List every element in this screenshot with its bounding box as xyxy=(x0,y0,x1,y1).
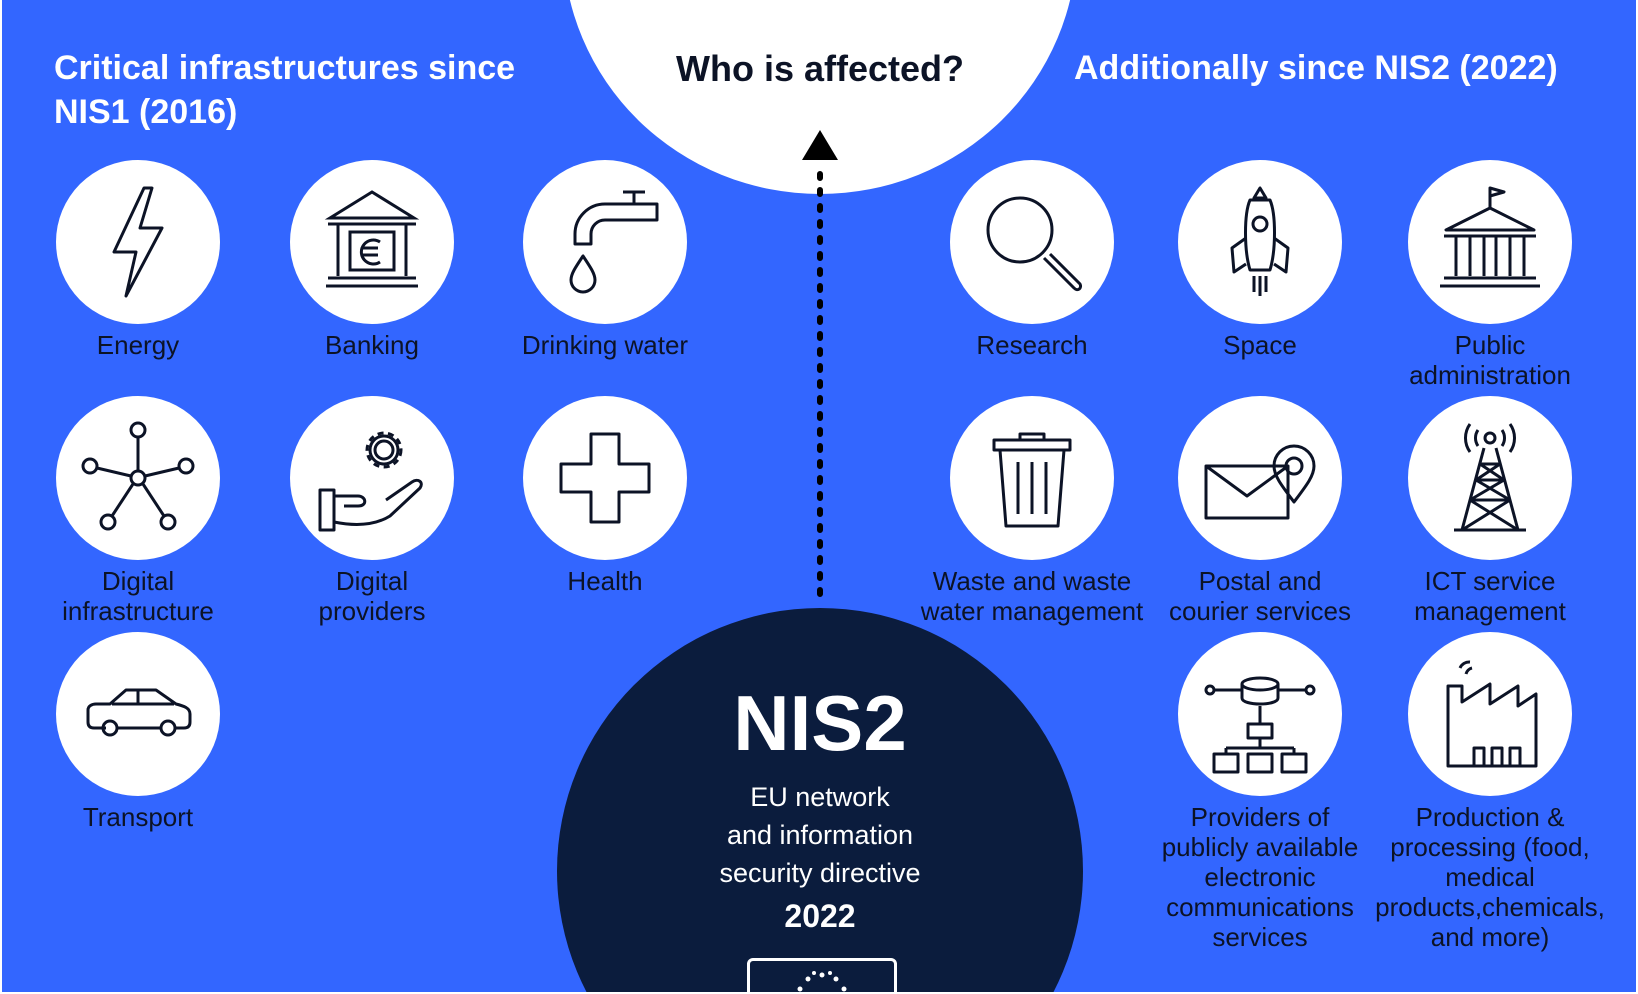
nis2-year: 2022 xyxy=(784,898,856,934)
factory-icon xyxy=(1446,660,1538,768)
arrow-head xyxy=(802,130,838,160)
sector-energy: Energy xyxy=(28,160,248,360)
nis2-subtitle-line: and information xyxy=(726,820,914,850)
icon-circle xyxy=(523,160,687,324)
icon-circle xyxy=(1178,160,1342,324)
sector-drinking-water: Drinking water xyxy=(495,160,715,360)
sector-waste: Waste and waste water management xyxy=(921,396,1143,626)
envelope-pin-icon xyxy=(1204,444,1316,520)
icon-circle xyxy=(56,396,220,560)
sector-label: Energy xyxy=(96,330,180,360)
radio-tower-icon xyxy=(1454,423,1526,532)
sector-label: Providers of publicly available electron… xyxy=(1161,802,1359,952)
icon-circle xyxy=(1408,160,1572,324)
sector-research: Research xyxy=(922,160,1142,360)
database-tree-icon xyxy=(1204,676,1316,774)
left-heading: Critical infrastructures since NIS1 (201… xyxy=(54,49,516,131)
medical-cross-icon xyxy=(559,432,651,524)
sector-ict-service: ICT service management xyxy=(1380,396,1600,626)
faucet-drop-icon xyxy=(569,190,659,294)
dotted-arrow xyxy=(802,130,838,603)
magnifier-icon xyxy=(986,196,1082,292)
icon-circle xyxy=(56,632,220,796)
sector-health: Health xyxy=(495,396,715,596)
icon-circle xyxy=(1408,396,1572,560)
car-icon xyxy=(86,688,192,737)
icon-circle xyxy=(290,396,454,560)
sector-postal: Postal and courier services xyxy=(1150,396,1370,626)
icon-circle xyxy=(1178,632,1342,796)
icon-circle xyxy=(1178,396,1342,560)
sector-label: Production & processing (food, medical p… xyxy=(1375,802,1605,952)
nis2-title: NIS2 xyxy=(733,679,907,767)
icon-circle xyxy=(290,160,454,324)
icon-circle xyxy=(1408,632,1572,796)
nis2-subtitle-line: EU network xyxy=(750,782,890,812)
sector-label: Waste and waste water management xyxy=(920,566,1144,626)
icon-circle xyxy=(950,396,1114,560)
sector-label: Digital providers xyxy=(318,566,426,626)
sector-label: Health xyxy=(567,566,643,596)
sector-label: Drinking water xyxy=(521,330,689,360)
sector-production: Production & processing (food, medical p… xyxy=(1375,632,1605,952)
icon-circle xyxy=(950,160,1114,324)
lightning-icon xyxy=(112,186,164,298)
bank-euro-icon xyxy=(324,190,420,288)
sector-label: Transport xyxy=(82,802,194,832)
network-nodes-icon xyxy=(81,421,195,531)
question-text: Who is affected? xyxy=(675,48,965,89)
trash-bin-icon xyxy=(992,432,1072,528)
eu-stars-icon xyxy=(797,971,847,992)
sector-space: Space xyxy=(1150,160,1370,360)
sector-banking: Banking xyxy=(262,160,482,360)
eu-flag-icon xyxy=(747,958,897,992)
sector-label: Digital infrastructure xyxy=(62,566,214,626)
sector-electronic-communications: Providers of publicly available electron… xyxy=(1150,632,1370,952)
sector-label: Banking xyxy=(325,330,419,360)
sector-label: Space xyxy=(1223,330,1297,360)
nis2-subtitle-line: security directive xyxy=(719,858,921,888)
sector-label: Research xyxy=(976,330,1088,360)
gear-hand-icon xyxy=(318,431,423,532)
nis2-subtitle: EU network and information security dire… xyxy=(557,778,1083,892)
sector-digital-providers: Digital providers xyxy=(262,396,482,626)
rocket-icon xyxy=(1230,186,1290,296)
icon-circle xyxy=(56,160,220,324)
sector-transport: Transport xyxy=(28,632,248,832)
government-building-icon xyxy=(1440,186,1540,288)
sector-label: ICT service management xyxy=(1414,566,1566,626)
sector-public-administration: Public administration xyxy=(1380,160,1600,390)
sector-label: Postal and courier services xyxy=(1168,566,1352,626)
right-heading: Additionally since NIS2 (2022) xyxy=(1074,49,1558,87)
icon-circle xyxy=(523,396,687,560)
sector-digital-infrastructure: Digital infrastructure xyxy=(28,396,248,626)
sector-label: Public administration xyxy=(1409,330,1571,390)
